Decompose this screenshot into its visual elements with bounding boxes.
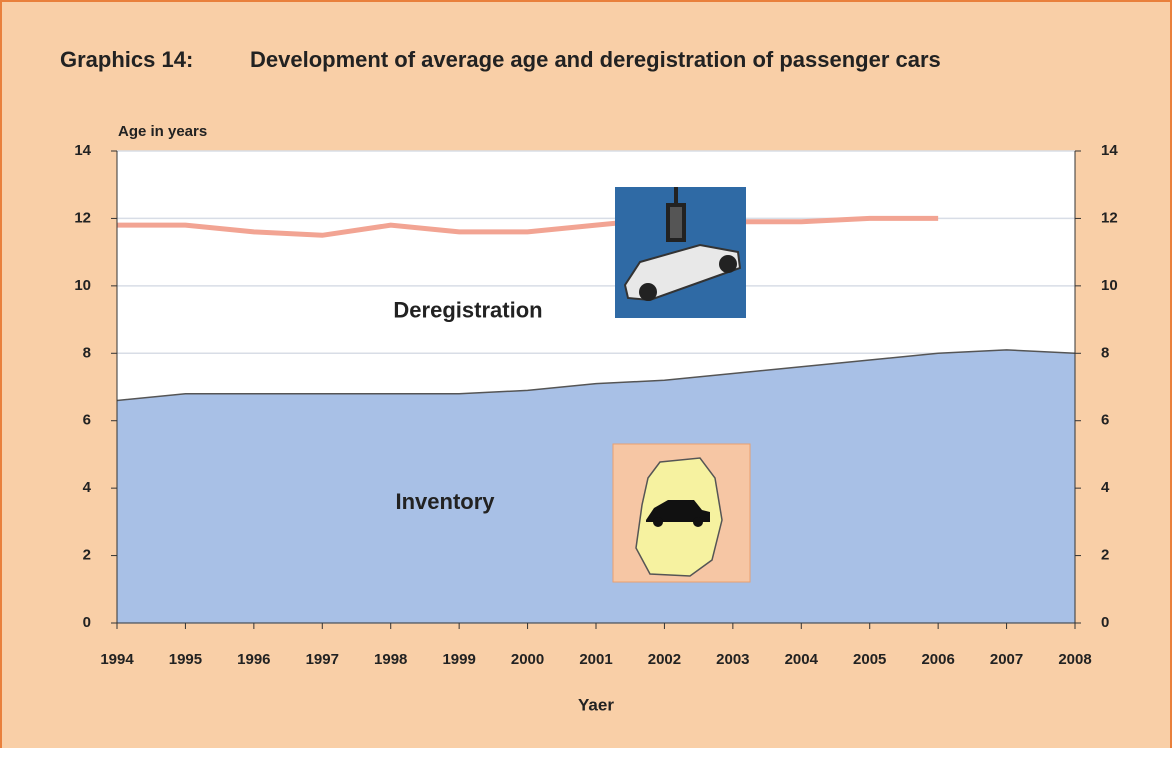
x-tick-label: 1999 xyxy=(442,651,475,668)
x-tick-label: 1995 xyxy=(169,651,202,668)
icon-claw xyxy=(666,187,686,242)
icon-wheel xyxy=(693,517,703,527)
area xyxy=(117,349,1075,623)
y-tick-label: 10 xyxy=(74,277,91,294)
map-icon xyxy=(612,443,751,583)
x-tick-label: 2007 xyxy=(990,651,1023,668)
y-tick-label: 8 xyxy=(83,344,91,361)
icon-car xyxy=(646,500,710,522)
y2-tick-label: 2 xyxy=(1101,547,1109,564)
title-row: Graphics 14: Development of average age … xyxy=(60,44,950,75)
x-tick-label: 1998 xyxy=(374,651,407,668)
chart-title: Development of average age and deregistr… xyxy=(250,47,941,72)
series-label: Deregistration xyxy=(393,297,542,322)
x-tick-label: 2004 xyxy=(785,651,819,668)
x-tick-label: 2001 xyxy=(579,651,612,668)
x-tick-label: 1994 xyxy=(100,651,134,668)
x-tick-label: 2008 xyxy=(1058,651,1091,668)
scrap-icon xyxy=(615,187,746,318)
title-label: Graphics 14: xyxy=(60,47,194,72)
x-tick-label: 2003 xyxy=(716,651,749,668)
x-tick-label: 1996 xyxy=(237,651,270,668)
y-tick-label: 2 xyxy=(83,547,91,564)
x-tick-label: 2005 xyxy=(853,651,886,668)
x-tick-label: 2006 xyxy=(921,651,954,668)
x-tick-label: 1997 xyxy=(306,651,339,668)
y2-tick-label: 12 xyxy=(1101,209,1118,226)
y-axis-label: Age in years xyxy=(118,123,207,140)
line xyxy=(117,215,939,238)
x-tick-label: 2002 xyxy=(648,651,681,668)
series-label: Inventory xyxy=(395,489,495,514)
y2-tick-label: 8 xyxy=(1101,344,1109,361)
x-axis-label: Yaer xyxy=(578,695,614,714)
y2-tick-label: 6 xyxy=(1101,412,1109,429)
icon-wheel xyxy=(653,517,663,527)
y-tick-label: 12 xyxy=(74,209,91,226)
y-tick-label: 4 xyxy=(83,479,92,496)
area-edge xyxy=(116,349,1076,402)
y2-tick-label: 14 xyxy=(1101,142,1118,159)
x-tick-label: 2000 xyxy=(511,651,544,668)
y-tick-label: 14 xyxy=(74,142,91,159)
y-tick-label: 6 xyxy=(83,412,91,429)
y2-tick-label: 10 xyxy=(1101,277,1118,294)
icon-wheel xyxy=(639,283,657,301)
icon-wheel xyxy=(719,255,737,273)
y2-tick-label: 4 xyxy=(1101,479,1110,496)
y2-tick-label: 0 xyxy=(1101,614,1109,631)
y-tick-label: 0 xyxy=(83,614,91,631)
